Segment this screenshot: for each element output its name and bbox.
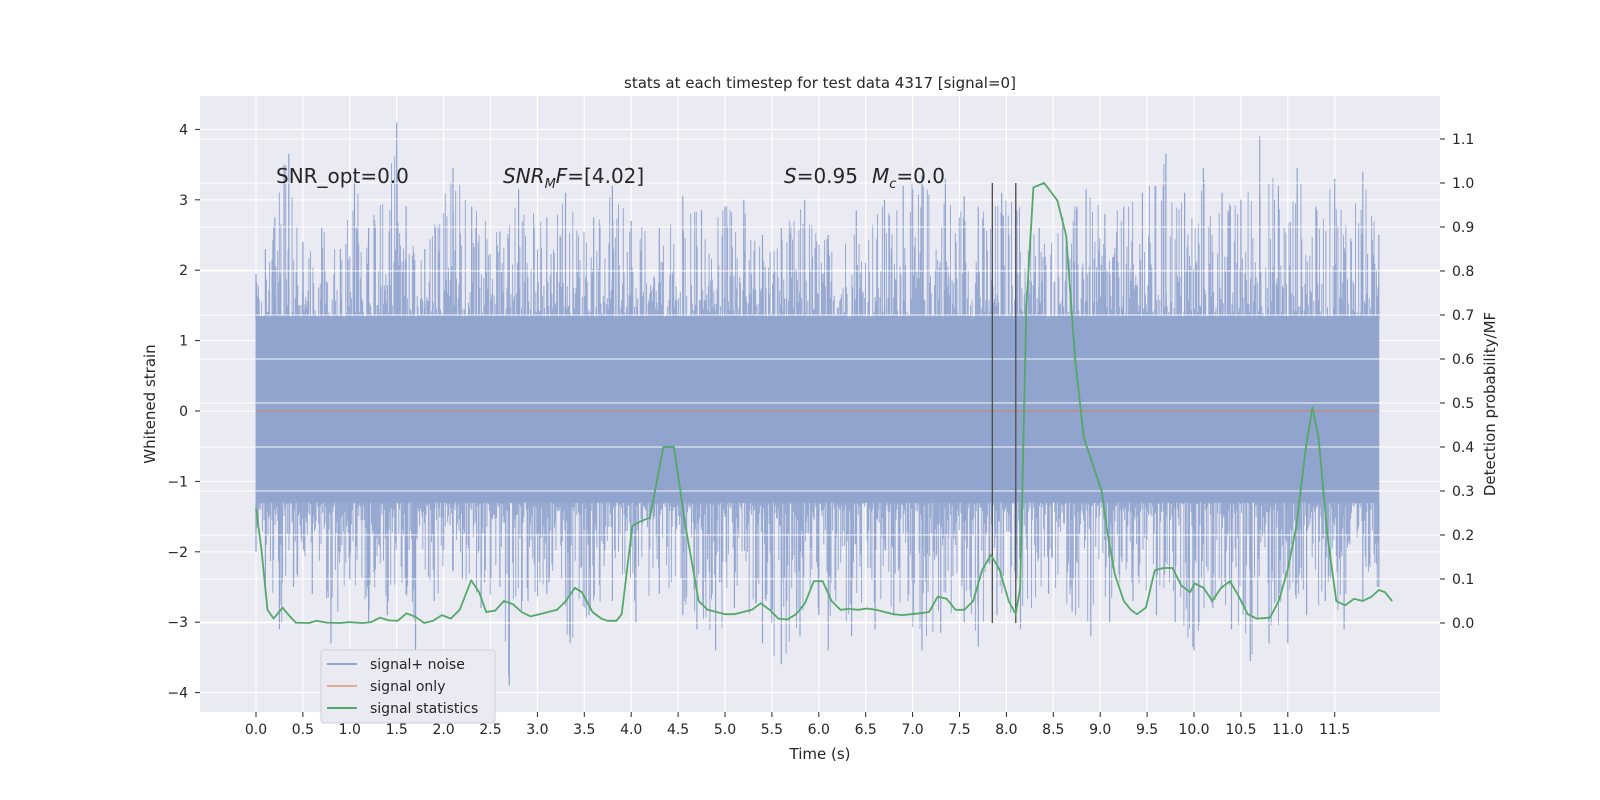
y-left-tick-label-2: 2 — [179, 263, 188, 279]
x-tick-label-13: 6.5 — [855, 722, 877, 738]
y-right-tick-label-11: 0.0 — [1452, 616, 1474, 632]
x-tick-label-8: 4.0 — [620, 722, 642, 738]
x-tick-label-19: 9.5 — [1136, 722, 1158, 738]
x-tick-label-17: 8.5 — [1042, 722, 1064, 738]
y-left-axis-label: Whitened strain — [141, 344, 159, 463]
legend: signal+ noise signal only signal statist… — [320, 649, 496, 724]
y-left-tick-label-4: 0 — [179, 404, 188, 420]
x-tick-label-18: 9.0 — [1089, 722, 1111, 738]
vertical-markers — [991, 183, 1017, 623]
y-right-tick-label-10: 0.1 — [1452, 572, 1474, 588]
y-right-tick-label-1: 1.0 — [1452, 176, 1474, 192]
x-tick-label-15: 7.5 — [948, 722, 970, 738]
x-tick-label-14: 7.0 — [901, 722, 923, 738]
statistics-line — [255, 182, 1393, 624]
y-right-tick-label-7: 0.4 — [1452, 440, 1474, 456]
y-right-tick-label-4: 0.7 — [1452, 308, 1474, 324]
y-right-tick-label-6: 0.5 — [1452, 396, 1474, 412]
x-tick-label-12: 6.0 — [808, 722, 830, 738]
annotation-s-mc: S=0.95 Mc=0.0 — [784, 164, 945, 192]
y-right-tick-label-3: 0.8 — [1452, 264, 1474, 280]
y-right-tick-label-9: 0.2 — [1452, 528, 1474, 544]
legend-label-statistics: signal statistics — [370, 701, 478, 717]
x-tick-label-23: 11.5 — [1319, 722, 1350, 738]
y-left-ticks: 4 3 2 1 0 −1 −2 −3 −4 — [167, 122, 200, 702]
x-tick-label-5: 2.5 — [479, 722, 501, 738]
x-tick-label-9: 4.5 — [667, 722, 689, 738]
y-left-tick-label-6: −2 — [167, 545, 188, 561]
x-tick-label-4: 2.0 — [432, 722, 454, 738]
y-right-ticks: 1.1 1.0 0.9 0.8 0.7 0.6 0.5 0.4 0.3 0.2 0.1 0.0 — [1440, 132, 1474, 632]
statistics-series — [255, 182, 1393, 624]
x-axis-label: Time (s) — [789, 745, 851, 763]
noise-spikes — [255, 156, 1380, 676]
x-tick-label-1: 0.5 — [292, 722, 314, 738]
x-tick-label-21: 10.5 — [1225, 722, 1256, 738]
y-left-tick-label-7: −3 — [167, 615, 188, 631]
y-right-tick-label-8: 0.3 — [1452, 484, 1474, 500]
x-tick-label-7: 3.5 — [573, 722, 595, 738]
y-left-tick-label-8: −4 — [167, 686, 188, 702]
x-tick-label-2: 1.0 — [339, 722, 361, 738]
x-tick-label-11: 5.5 — [761, 722, 783, 738]
x-tick-label-10: 5.0 — [714, 722, 736, 738]
x-tick-label-20: 10.0 — [1178, 722, 1209, 738]
y-left-tick-label-3: 1 — [179, 334, 188, 350]
chart-title: stats at each timestep for test data 431… — [624, 74, 1016, 92]
y-left-tick-label-5: −1 — [167, 474, 188, 490]
y-right-tick-label-0: 1.1 — [1452, 132, 1474, 148]
x-ticks: 0.0 0.5 1.0 1.5 2.0 2.5 3.0 3.5 4.0 4.5 5.0 5.5 6.0 6… — [245, 712, 1350, 738]
y-left-tick-label-0: 4 — [179, 122, 188, 138]
y-right-tick-label-2: 0.9 — [1452, 220, 1474, 236]
x-tick-label-3: 1.5 — [386, 722, 408, 738]
x-tick-label-6: 3.0 — [526, 722, 548, 738]
y-right-axis-label: Detection probability/MF — [1481, 312, 1499, 496]
annotation-snr-opt: SNR_opt=0.0 — [276, 164, 409, 188]
legend-label-signal-only: signal only — [370, 679, 445, 695]
x-tick-label-16: 8.0 — [995, 722, 1017, 738]
annotation-snr-mf: SNRMF=[4.02] — [503, 164, 644, 192]
x-tick-label-0: 0.0 — [245, 722, 267, 738]
legend-label-noise: signal+ noise — [370, 657, 465, 673]
y-right-tick-label-5: 0.6 — [1452, 352, 1474, 368]
y-left-tick-label-1: 3 — [179, 193, 188, 209]
legend-box — [320, 649, 496, 724]
noise-series — [200, 122, 1440, 686]
x-tick-label-22: 11.0 — [1272, 722, 1303, 738]
